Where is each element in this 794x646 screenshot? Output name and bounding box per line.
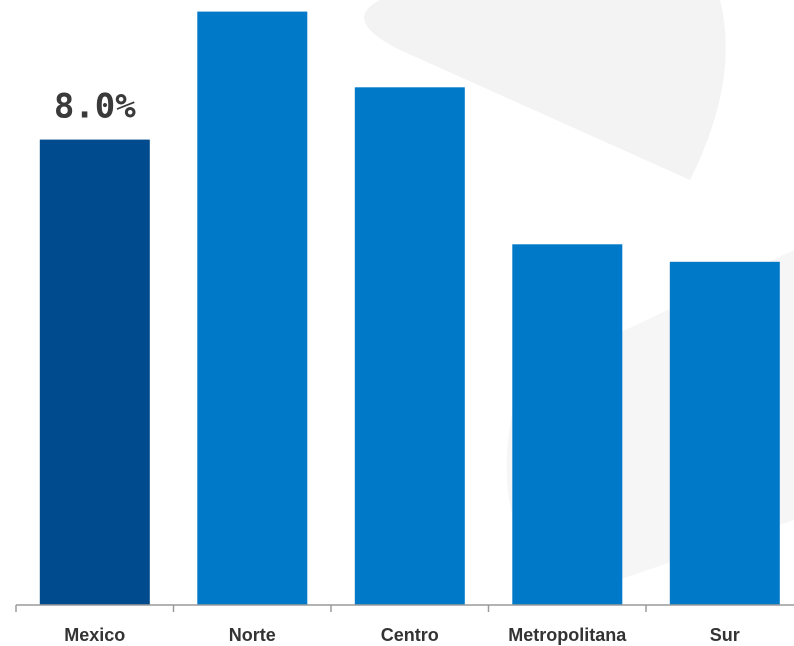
bar-norte — [197, 11, 308, 606]
x-tick-label-metropolitana: Metropolitana — [508, 625, 627, 645]
x-tick-label-mexico: Mexico — [64, 625, 125, 645]
bar-sur — [669, 261, 780, 605]
bar-centro — [354, 87, 465, 606]
x-axis-ticks — [15, 605, 647, 612]
bars-group — [39, 11, 780, 606]
x-tick-label-centro: Centro — [381, 625, 439, 645]
x-tick-label-sur: Sur — [710, 625, 740, 645]
x-axis-labels: Mexico Norte Centro Metropolitana Sur — [64, 625, 740, 645]
x-tick-label-norte: Norte — [229, 625, 276, 645]
data-labels: 8.0% — [54, 87, 136, 127]
data-label-mexico: 8.0% — [54, 87, 136, 127]
bar-metropolitana — [512, 244, 623, 606]
bar-mexico — [39, 139, 150, 605]
